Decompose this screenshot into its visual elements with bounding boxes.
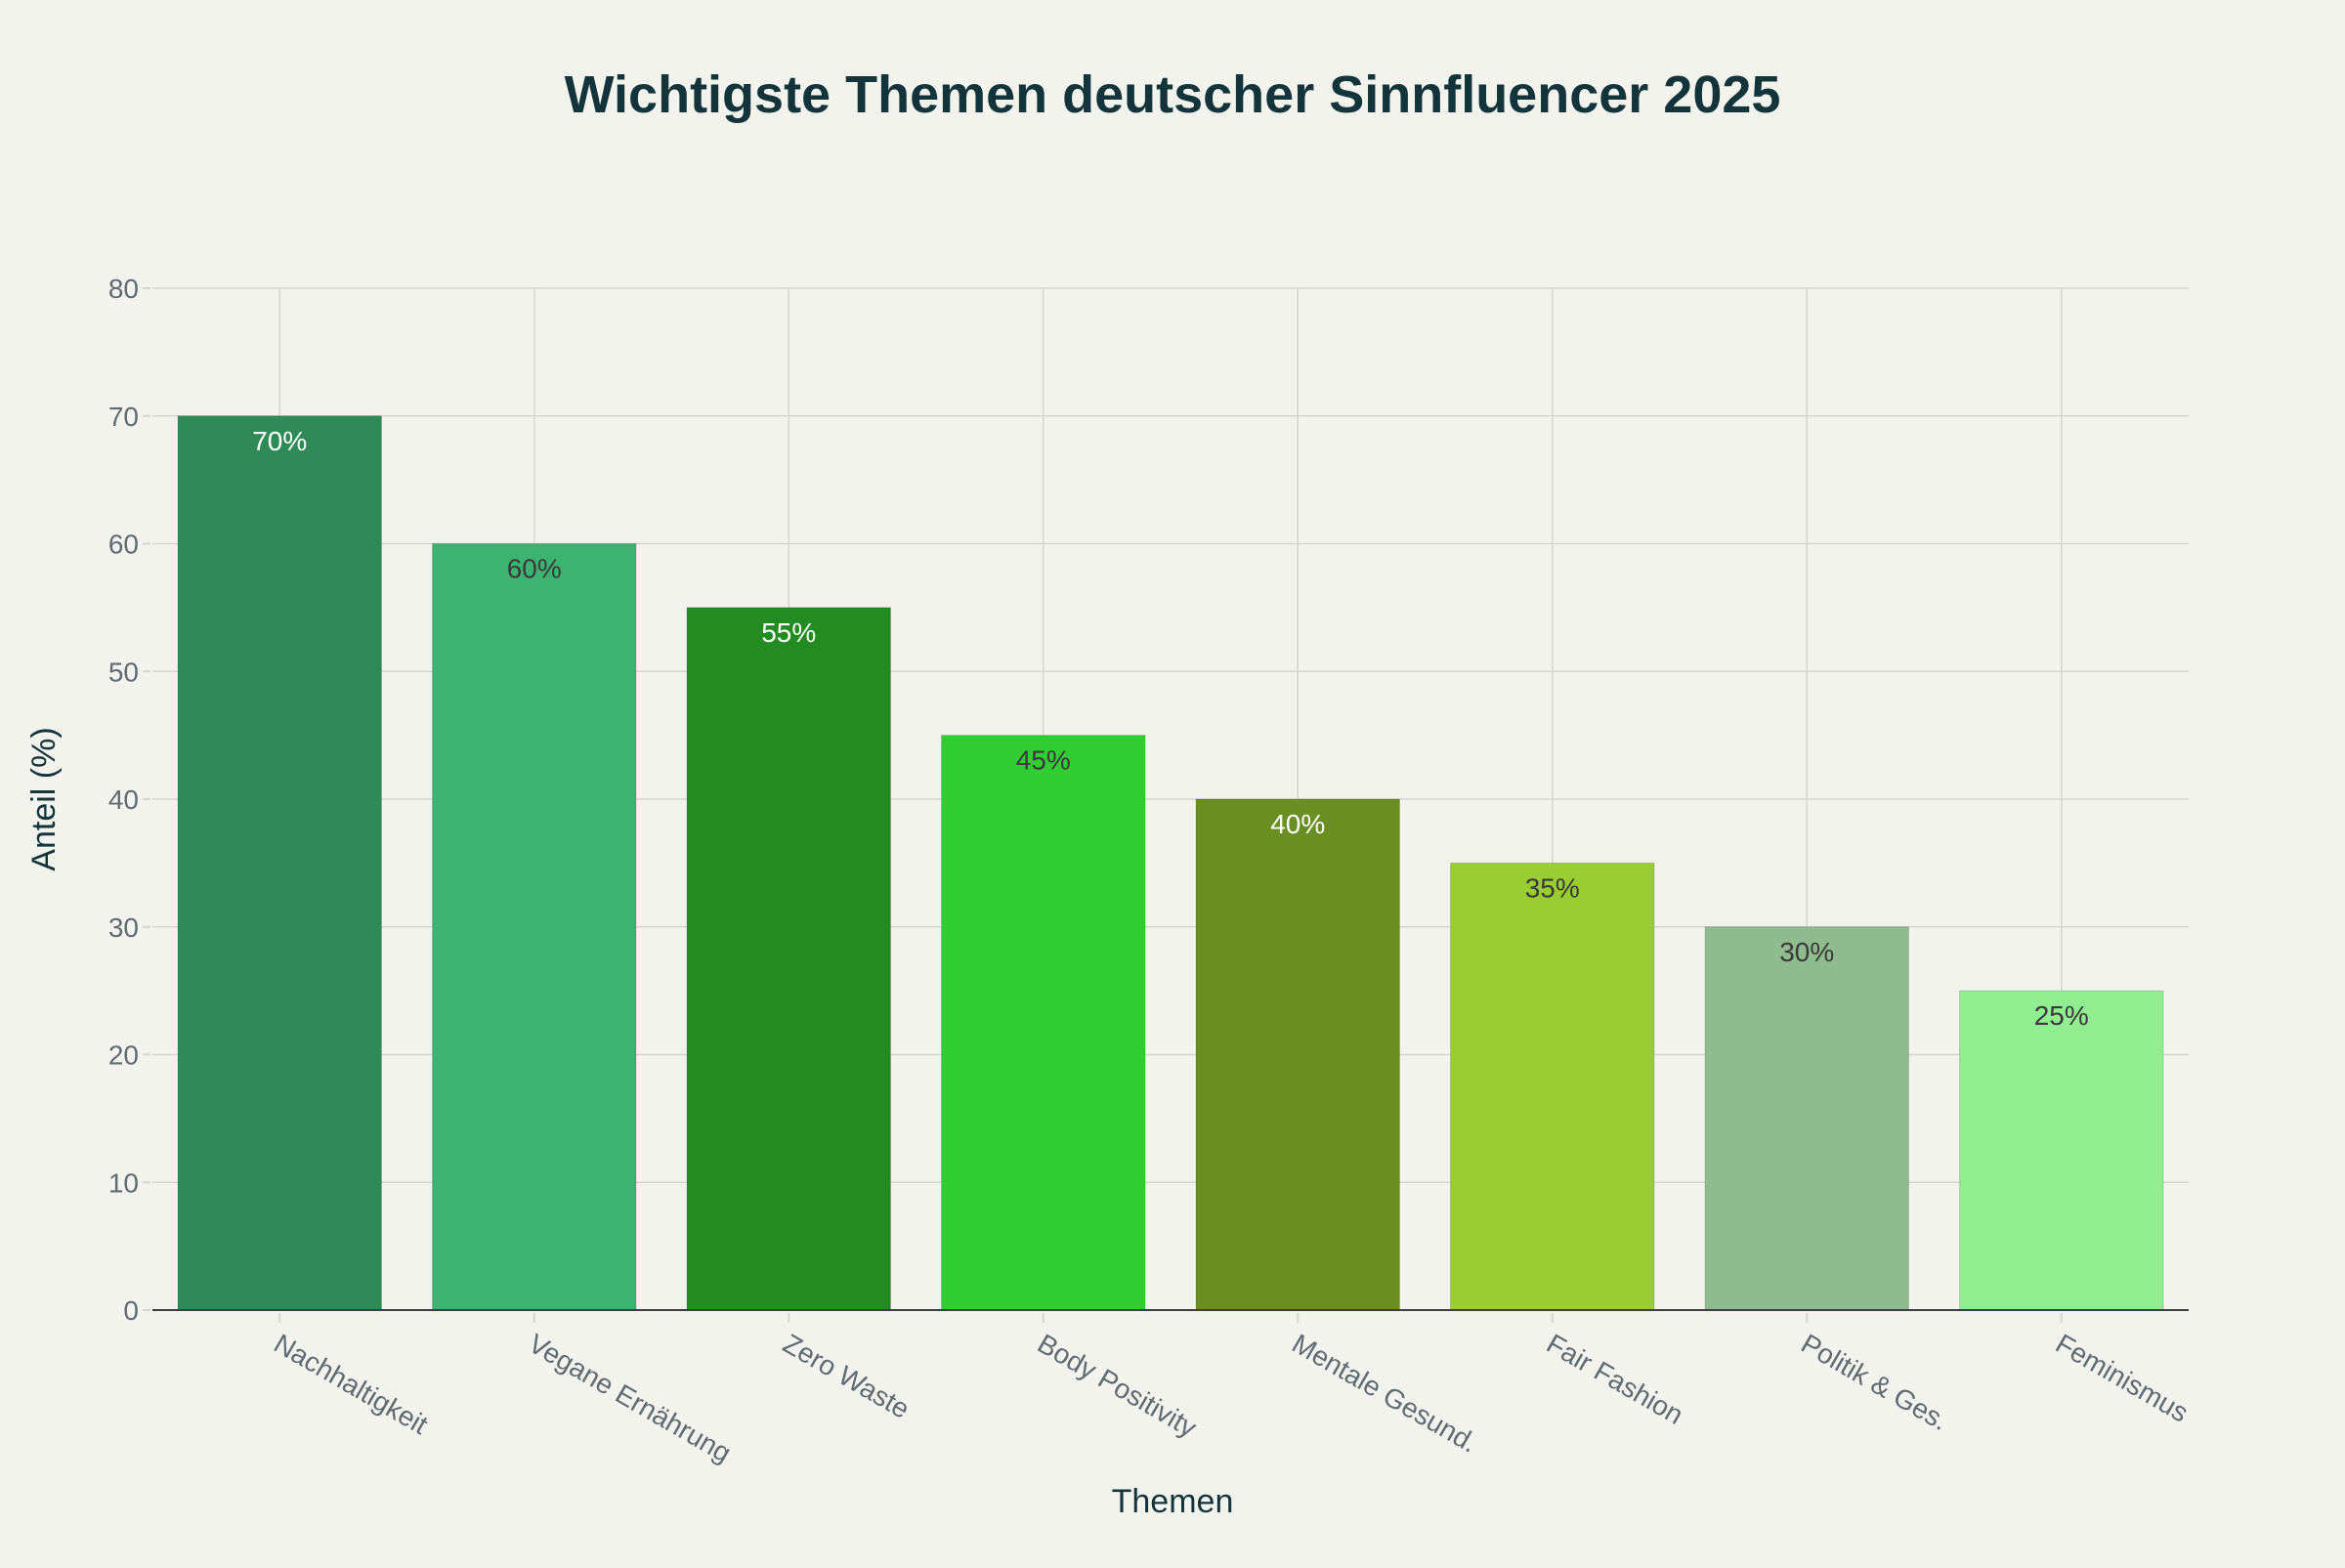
x-tick-label: Fair Fashion xyxy=(1542,1328,1688,1430)
data-label: 25% xyxy=(2034,1000,2089,1031)
bar xyxy=(686,607,891,1311)
x-tick-label: Zero Waste xyxy=(778,1328,915,1424)
x-axis-ticks: Nachhaltigkeit Vegane Ernährung Zero Waste… xyxy=(269,1313,2194,1468)
y-tick-label: 10 xyxy=(108,1167,139,1198)
x-tick-label: Body Positivity xyxy=(1033,1328,1202,1443)
data-label: 60% xyxy=(507,554,562,584)
y-tick-label: 80 xyxy=(108,274,139,304)
chart-title: Wichtigste Themen deutscher Sinnfluencer… xyxy=(565,65,1781,124)
bar xyxy=(1195,798,1400,1311)
x-tick-label: Mentale Gesund. xyxy=(1287,1328,1482,1458)
data-label: 30% xyxy=(1779,937,1834,967)
data-label: 55% xyxy=(761,617,816,648)
bar xyxy=(941,735,1146,1311)
y-tick-label: 0 xyxy=(123,1295,139,1326)
y-tick-label: 40 xyxy=(108,784,139,815)
bar xyxy=(1959,990,2164,1311)
y-tick-label: 20 xyxy=(108,1040,139,1071)
x-tick-label: Feminismus xyxy=(2051,1328,2194,1427)
y-axis-label: Anteil (%) xyxy=(25,727,63,870)
y-tick-label: 50 xyxy=(108,657,139,687)
y-tick-label: 30 xyxy=(108,912,139,943)
bar xyxy=(432,543,637,1311)
data-label: 70% xyxy=(252,426,307,456)
x-tick-label: Politik & Ges. xyxy=(1796,1328,1953,1436)
x-tick-label: Nachhaltigkeit xyxy=(269,1328,433,1440)
x-tick-label: Vegane Ernährung xyxy=(524,1328,737,1468)
bar xyxy=(1704,926,1909,1311)
y-axis-ticks: 0 10 20 30 40 50 60 70 80 xyxy=(108,274,150,1326)
data-label: 35% xyxy=(1525,872,1580,903)
x-axis-label: Themen xyxy=(1112,1483,1234,1520)
y-tick-label: 60 xyxy=(108,530,139,560)
bars: 70% 60% 55% 45% 40% 35% 30% 25% xyxy=(177,415,2164,1311)
data-label: 40% xyxy=(1270,809,1325,839)
bar xyxy=(177,415,382,1311)
bar xyxy=(1450,862,1655,1311)
data-label: 45% xyxy=(1016,745,1071,776)
y-tick-label: 70 xyxy=(108,402,139,432)
